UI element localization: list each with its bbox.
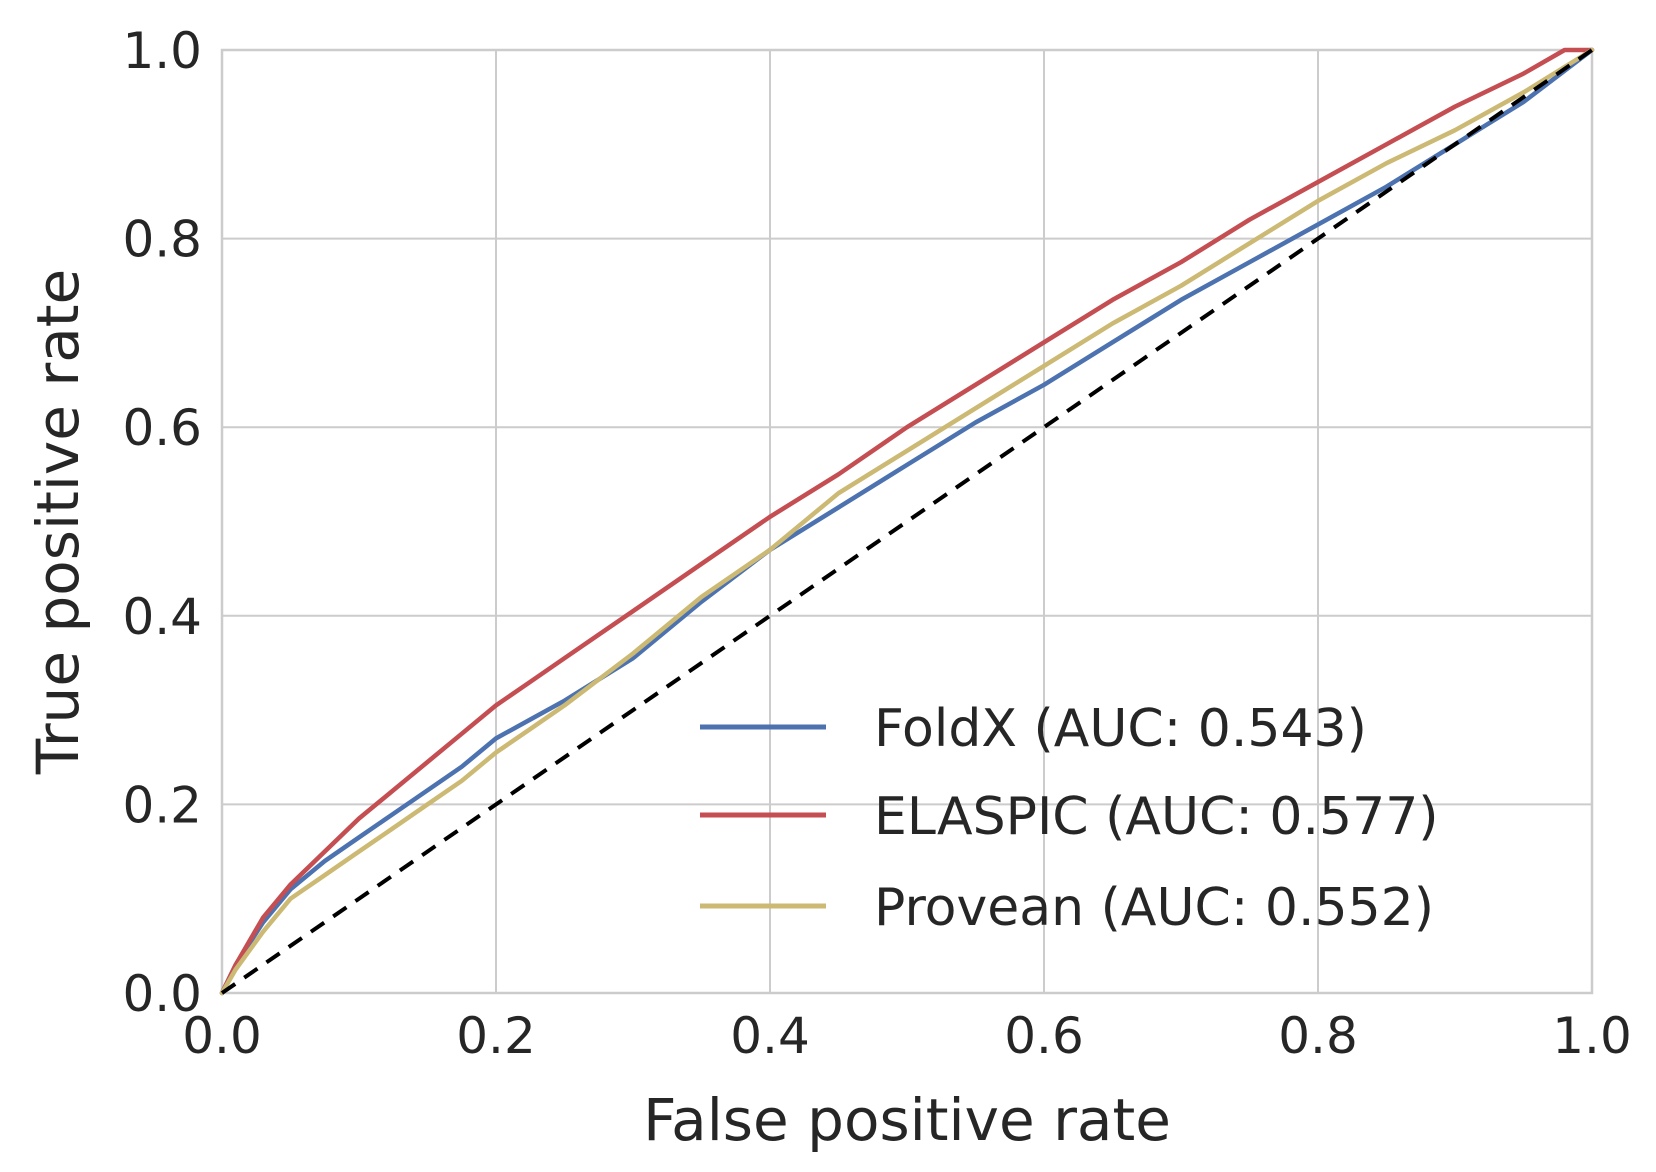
legend-label-2: Provean (AUC: 0.552) [874,878,1434,938]
y-tick-label: 1.0 [122,22,202,80]
y-tick-label: 0.0 [122,965,202,1023]
y-tick-label: 0.4 [122,588,202,646]
y-tick-label: 0.6 [122,399,202,457]
legend-label-1: ELASPIC (AUC: 0.577) [874,787,1439,847]
y-tick-label: 0.2 [122,776,202,834]
series-line-0 [219,47,1595,996]
series-layer [219,47,1595,996]
y-tick-labels: 0.0 0.2 0.4 0.6 0.8 1.0 [122,22,202,1023]
reference-diagonal-line [220,48,1594,995]
y-axis-label: True positive rate [24,269,92,775]
x-tick-label: 0.2 [456,1007,536,1065]
x-tick-label: 0.0 [182,1007,262,1065]
x-tick-label: 0.6 [1004,1007,1084,1065]
x-tick-label: 0.8 [1278,1007,1358,1065]
plot-area [220,48,1594,995]
x-axis-label: False positive rate [643,1086,1171,1154]
legend-label-0: FoldX (AUC: 0.543) [874,699,1367,759]
legend: FoldX (AUC: 0.543) ELASPIC (AUC: 0.577) Pr… [700,699,1439,938]
series-line-1 [219,47,1595,996]
series-line-2 [219,47,1595,996]
y-tick-label: 0.8 [122,211,202,269]
x-tick-label: 0.4 [730,1007,810,1065]
x-tick-labels: 0.0 0.2 0.4 0.6 0.8 1.0 [182,1007,1632,1065]
x-tick-label: 1.0 [1552,1007,1632,1065]
